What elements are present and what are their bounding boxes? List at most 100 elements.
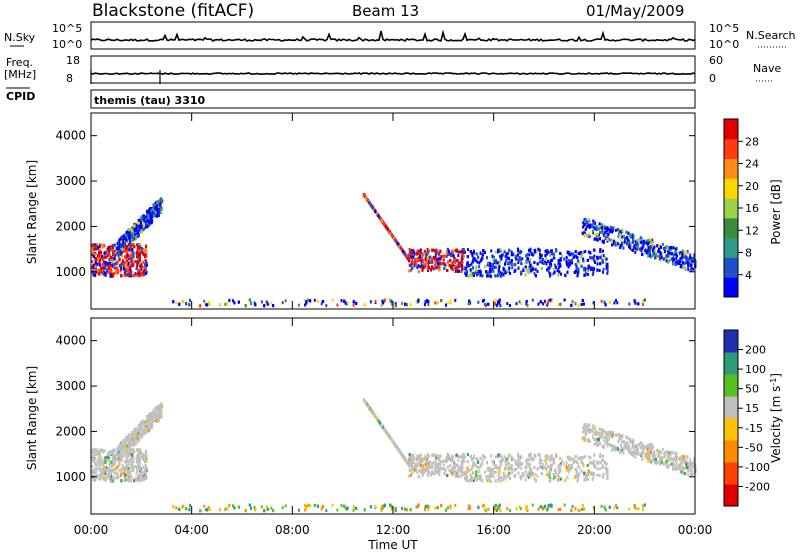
power-cell — [140, 251, 142, 254]
power-cell — [119, 268, 122, 272]
power-cell — [587, 235, 590, 238]
power-cell — [580, 264, 583, 268]
power-cell — [517, 261, 520, 264]
power-cell — [443, 254, 446, 258]
power-cell — [645, 241, 648, 245]
power-cell — [522, 268, 525, 272]
power-cell — [574, 250, 577, 253]
power-cell — [426, 267, 429, 271]
power-cell — [570, 252, 573, 256]
power-cell — [451, 251, 454, 255]
power-cell — [99, 263, 101, 267]
power-cell — [558, 270, 561, 274]
power-cell — [102, 272, 105, 276]
power-cell — [675, 257, 678, 261]
power-cell — [648, 247, 651, 251]
power-cell — [532, 267, 535, 271]
power-cell — [542, 262, 545, 265]
power-cell — [654, 254, 657, 258]
power-cell — [665, 255, 668, 259]
power-cell — [642, 303, 644, 306]
power-cell — [132, 243, 135, 247]
power-cell — [140, 247, 143, 250]
power-cell — [670, 257, 673, 261]
power-cell — [584, 272, 587, 276]
power-cell — [678, 261, 681, 265]
power-cell — [110, 255, 113, 259]
power-cell — [107, 250, 110, 254]
power-cell — [544, 249, 547, 253]
power-cell — [518, 256, 521, 260]
power-cell — [244, 304, 247, 308]
power-cell — [376, 212, 379, 216]
power-cell — [582, 250, 585, 254]
power-cell — [486, 270, 489, 273]
power-cell — [647, 239, 650, 243]
power-cell — [653, 251, 656, 255]
power-cell — [599, 262, 602, 266]
power-cell — [321, 300, 324, 303]
power-cell — [649, 253, 651, 257]
power-cell — [623, 242, 626, 246]
power-cell — [266, 302, 269, 306]
power-cell — [537, 247, 540, 251]
power-cell — [587, 272, 590, 276]
power-cell — [120, 254, 123, 258]
power-cell — [434, 261, 437, 265]
power-cell — [421, 268, 424, 272]
power-cell — [426, 248, 429, 251]
power-cell — [113, 257, 116, 261]
power-cell — [136, 249, 139, 253]
power-cell — [580, 253, 583, 257]
power-cell — [683, 261, 686, 265]
power-cell — [440, 255, 443, 259]
power-cell — [304, 303, 306, 307]
power-cell — [589, 266, 592, 270]
power-cell — [667, 247, 670, 251]
power-cell — [270, 301, 273, 305]
power-cell — [591, 272, 594, 276]
power-cell — [519, 258, 522, 262]
power-cell — [592, 231, 595, 235]
power-cell — [602, 267, 605, 271]
power-cell — [628, 233, 631, 237]
power-cell — [436, 301, 439, 305]
power-cell — [672, 246, 675, 250]
power-cell — [515, 263, 517, 266]
power-cell — [467, 274, 470, 278]
power-cell — [459, 262, 462, 265]
power-cell — [525, 254, 528, 258]
power-cell — [494, 250, 497, 254]
power-cell — [445, 251, 448, 255]
power-cell — [411, 266, 414, 270]
power-cell — [602, 240, 605, 244]
power-cell — [616, 242, 619, 246]
power-cell — [130, 257, 133, 261]
power-cell — [129, 267, 132, 271]
power-cell — [475, 265, 478, 269]
power-cell — [584, 219, 587, 223]
power-cell — [449, 299, 452, 303]
power-cell — [414, 258, 416, 262]
power-cell — [685, 255, 688, 259]
power-cell — [104, 255, 107, 259]
power-cell — [486, 272, 489, 276]
power-cell — [394, 304, 397, 308]
power-cell — [153, 213, 156, 217]
power-cell — [94, 267, 97, 271]
power-cell — [489, 274, 492, 278]
power-cell — [445, 254, 448, 258]
power-cell — [355, 301, 358, 305]
power-cell — [647, 254, 650, 258]
freq-label-1: Freq. — [6, 56, 33, 69]
power-cell — [587, 233, 590, 237]
power-cell — [552, 267, 555, 271]
power-cell — [102, 255, 105, 259]
power-cell — [151, 215, 154, 219]
power-cell — [401, 301, 404, 305]
power-cell — [466, 263, 469, 267]
power-cell — [91, 253, 94, 257]
power-cell — [144, 265, 147, 269]
power-cell — [427, 249, 430, 253]
power-cell — [135, 251, 138, 255]
